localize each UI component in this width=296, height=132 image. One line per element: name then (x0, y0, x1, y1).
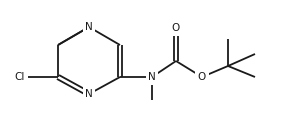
Text: O: O (198, 72, 206, 82)
Text: O: O (172, 23, 180, 33)
Text: N: N (85, 89, 93, 99)
Text: N: N (85, 22, 93, 32)
Text: N: N (148, 72, 156, 82)
Text: Cl: Cl (15, 72, 25, 82)
